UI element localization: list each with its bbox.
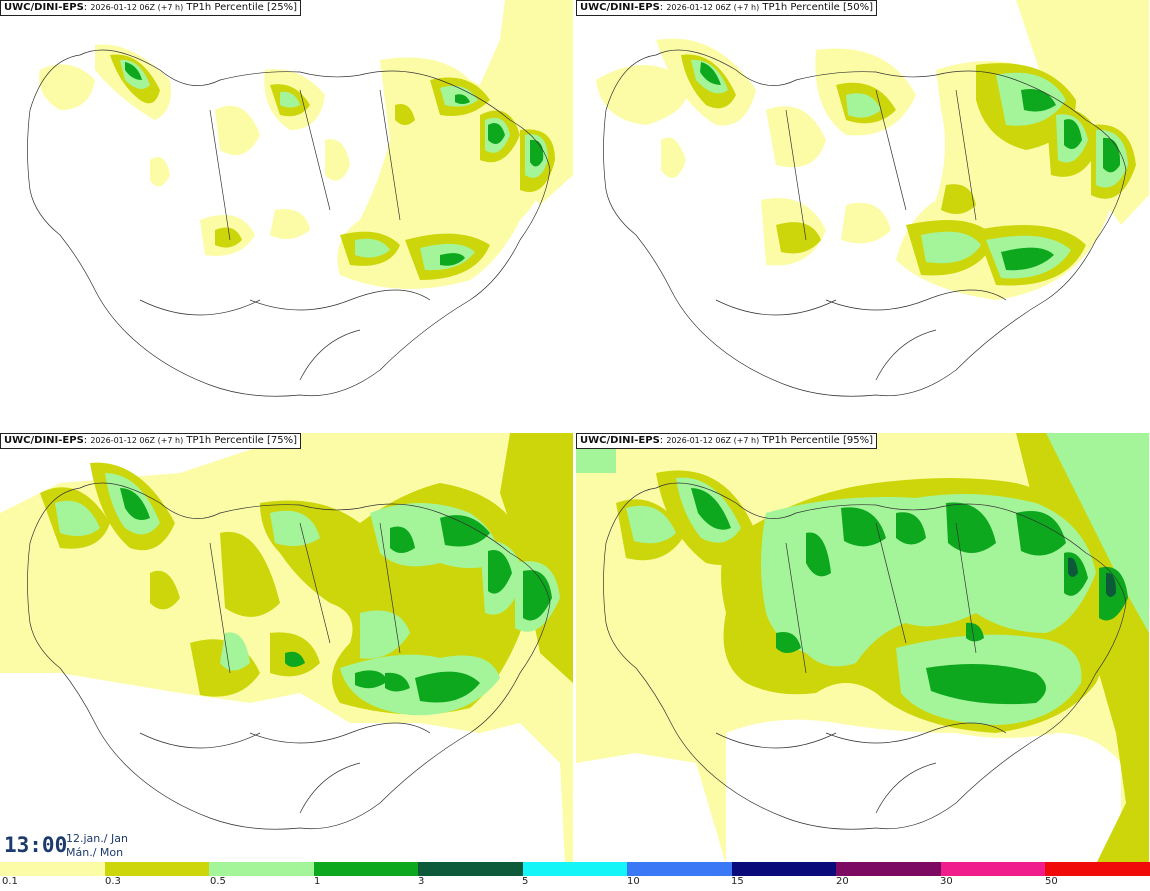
product-label: TP1h Percentile [50%] [762,2,873,13]
scale-tick: 5 [522,876,529,887]
scale-swatch [209,862,314,876]
scale-swatch [1045,862,1150,876]
panel-divider-horizontal [0,431,1150,433]
map-panel-p50: UWC/DINI-EPS: 2026-01-12 06Z (+7 h) TP1h… [576,0,1149,431]
scale-swatch [104,862,210,876]
run-info: 2026-01-12 06Z (+7 h) [90,436,184,445]
precip-map-p95 [576,433,1149,864]
run-info: 2026-01-12 06Z (+7 h) [666,3,760,12]
product-label: TP1h Percentile [95%] [762,435,873,446]
scale-tick: 0.5 [210,876,226,887]
model-name: UWC/DINI-EPS [580,2,660,13]
panel-title-p25: UWC/DINI-EPS: 2026-01-12 06Z (+7 h) TP1h… [0,0,301,16]
panel-title-p50: UWC/DINI-EPS: 2026-01-12 06Z (+7 h) TP1h… [576,0,877,16]
product-label: TP1h Percentile [25%] [186,2,297,13]
scale-tick: 30 [940,876,953,887]
scale-tick: 50 [1045,876,1058,887]
color-scale-bar [0,862,1150,876]
scale-swatch [731,862,837,876]
map-panel-p25: UWC/DINI-EPS: 2026-01-12 06Z (+7 h) TP1h… [0,0,573,431]
scale-tick: 3 [418,876,425,887]
model-name: UWC/DINI-EPS [4,435,84,446]
run-info: 2026-01-12 06Z (+7 h) [90,3,184,12]
map-panel-p75: UWC/DINI-EPS: 2026-01-12 06Z (+7 h) TP1h… [0,433,573,864]
scale-tick: 20 [836,876,849,887]
valid-day: Mán./ Mon [66,846,124,859]
run-info: 2026-01-12 06Z (+7 h) [666,436,760,445]
scale-tick: 0.3 [105,876,121,887]
valid-time-box: 13:00 12.jan./ Jan Mán./ Mon [0,828,146,862]
valid-time: 13:00 [4,833,68,857]
scale-tick: 1 [314,876,321,887]
precip-map-p50 [596,0,1149,397]
scale-swatch [313,862,419,876]
scale-swatch [522,862,628,876]
scale-swatch [836,862,941,876]
scale-swatch [418,862,523,876]
scale-tick: 15 [731,876,744,887]
panel-title-p75: UWC/DINI-EPS: 2026-01-12 06Z (+7 h) TP1h… [0,433,301,449]
precip-map-p25 [27,0,573,397]
scale-tick: 0.1 [2,876,18,887]
scale-swatch [627,862,732,876]
scale-swatch [940,862,1046,876]
map-panel-p95: UWC/DINI-EPS: 2026-01-12 06Z (+7 h) TP1h… [576,433,1149,864]
product-label: TP1h Percentile [75%] [186,435,297,446]
panel-title-p95: UWC/DINI-EPS: 2026-01-12 06Z (+7 h) TP1h… [576,433,877,449]
scale-tick: 10 [627,876,640,887]
valid-date: 12.jan./ Jan [66,832,128,845]
scale-swatch [0,862,105,876]
color-scale: 0.1 0.3 0.5 1 3 5 10 15 20 30 50 [0,862,1150,891]
model-name: UWC/DINI-EPS [580,435,660,446]
precip-map-p75 [0,433,573,864]
model-name: UWC/DINI-EPS [4,2,84,13]
